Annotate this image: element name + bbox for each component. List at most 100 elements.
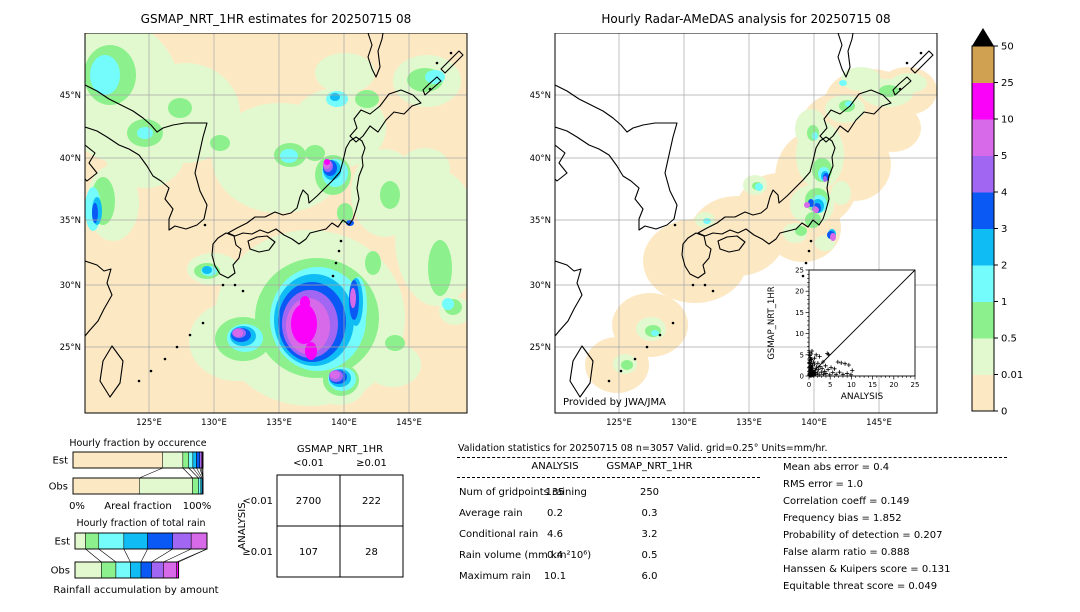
contingency-table: GSMAP_NRT_1HR<0.01 ≥0.01ANALYSIS<0.01≥0.0…: [237, 444, 404, 578]
x-tick-label: 145°E: [866, 418, 892, 428]
chart-title: Hourly fraction by occurence: [69, 438, 206, 449]
inset-y-tick-label: 20: [795, 288, 804, 296]
total-rain-bar-chart: Hourly fraction of total rain Est Obs Rainf…: [51, 518, 219, 596]
colorbar-segment: [972, 265, 994, 302]
rain-cell: [795, 226, 807, 236]
coastline-path: [85, 144, 98, 182]
coastline-path: [569, 345, 594, 398]
rain-cell: [804, 202, 810, 208]
y-tick-label: 35°N: [530, 216, 551, 226]
small-island: [607, 379, 611, 383]
coastline-path: [99, 345, 124, 398]
small-island: [241, 289, 245, 293]
bar-segment: [74, 561, 102, 579]
contingency-row-group: ANALYSIS: [237, 502, 248, 549]
coastline-path: [697, 136, 836, 245]
scatter-point: [817, 354, 822, 359]
right-map-title: Hourly Radar-AMeDAS analysis for 2025071…: [601, 12, 891, 26]
bar-segment: [198, 477, 202, 495]
scatter-point: [823, 371, 829, 376]
validation-col-gsmap: GSMAP_NRT_1HR: [606, 461, 693, 472]
bar-segment: [139, 477, 193, 495]
rain-cell: [330, 93, 340, 101]
small-island: [673, 223, 677, 227]
scatter-point: [809, 361, 814, 366]
x-tick-label: 140°E: [801, 418, 827, 428]
validation-stats-block: Validation statistics for 20250715 08 n=…: [455, 441, 1010, 611]
dashed-rule-header: [457, 477, 760, 478]
y-tick-label: 25°N: [530, 343, 551, 353]
small-island: [633, 357, 637, 361]
fan-line: [163, 548, 192, 563]
scatter-point: [807, 350, 812, 355]
x-tick-label: 125°E: [606, 418, 632, 428]
scatter-point: [839, 360, 844, 365]
colorbar-tick-label: 0.01: [1001, 370, 1023, 381]
validation-row-value: 3.2: [641, 529, 658, 540]
inset-y-tick-label: 0: [800, 373, 804, 381]
validation-row-value: 4.6: [547, 529, 563, 540]
colorbar-tick-label: 50: [1001, 42, 1014, 53]
colorbar-segment: [972, 82, 994, 120]
scatter-point: [825, 367, 831, 372]
rain-cell: [621, 360, 633, 370]
inset-y-tick-label: 10: [795, 330, 804, 338]
bar-segment: [151, 561, 164, 579]
scatter-point: [832, 366, 837, 371]
rain-cell: [105, 118, 185, 188]
score-list: Mean abs error = 0.4 RMS error = 1.0 Corre…: [783, 459, 1033, 595]
bar-segment: [190, 532, 208, 550]
left-map-title: GSMAP_NRT_1HR estimates for 20250715 08: [140, 12, 412, 26]
coastline-path: [681, 232, 712, 279]
chart-caption: Rainfall accumulation by amount: [53, 585, 218, 596]
scatter-point: [822, 369, 827, 374]
fan-line: [98, 548, 117, 563]
scatter-point: [810, 366, 815, 371]
coastlines: [85, 33, 464, 398]
small-island: [163, 357, 167, 361]
small-island: [804, 261, 808, 265]
coastlines: [555, 33, 934, 398]
x-axis-label: Areal fraction: [104, 501, 171, 512]
validation-row: Average rain 0.2 0.3: [455, 504, 1010, 525]
inset-scatter: 00 5 5 10 10 15 15 20 20 25 25 ANALYSIS GSMAP_NRT_1H…: [767, 267, 919, 403]
scatter-point: [848, 372, 854, 377]
bar-segment: [192, 451, 197, 469]
colorbar-segment: [972, 301, 994, 339]
rain-cell: [703, 218, 711, 224]
small-island: [898, 87, 902, 91]
rain-cell: [839, 80, 847, 86]
scatter-point: [826, 352, 831, 357]
colorbar-tick-label: 5: [1001, 151, 1007, 162]
coastline-path: [85, 260, 113, 337]
inset-y-axis-label: GSMAP_NRT_1HR: [767, 286, 777, 359]
rain-cell: [291, 304, 317, 344]
contingency-row-label: ≥0.01: [242, 547, 273, 558]
small-island: [334, 261, 338, 265]
scatter-point: [820, 366, 825, 371]
x-tick-label: 145°E: [396, 418, 422, 428]
colorbar-segment: [972, 338, 994, 375]
colorbar-tick-label: 4: [1001, 188, 1007, 199]
scatter-point: [830, 370, 835, 375]
scatter-point: [814, 364, 819, 370]
contingency-value: 28: [365, 547, 378, 558]
x-tick-label: 130°E: [671, 418, 697, 428]
small-island: [807, 249, 811, 253]
score-line: Frequency bias = 1.852: [783, 513, 902, 524]
rain-cell: [830, 233, 836, 241]
bar-segment: [130, 561, 142, 579]
rain-cell: [755, 183, 763, 191]
coastline-path: [227, 136, 366, 245]
bar-row-label: Est: [53, 456, 69, 467]
inset-y-tick-label: 5: [800, 351, 804, 359]
inset-x-tick-label: 5: [828, 381, 832, 389]
fan-line: [196, 467, 203, 479]
contingency-col-group: GSMAP_NRT_1HR: [297, 444, 383, 455]
scatter-point: [817, 364, 823, 369]
scatter-point: [823, 363, 828, 368]
score-line: False alarm ratio = 0.888: [783, 547, 910, 558]
small-island: [619, 369, 623, 373]
precipitation-blobs: [85, 33, 467, 406]
